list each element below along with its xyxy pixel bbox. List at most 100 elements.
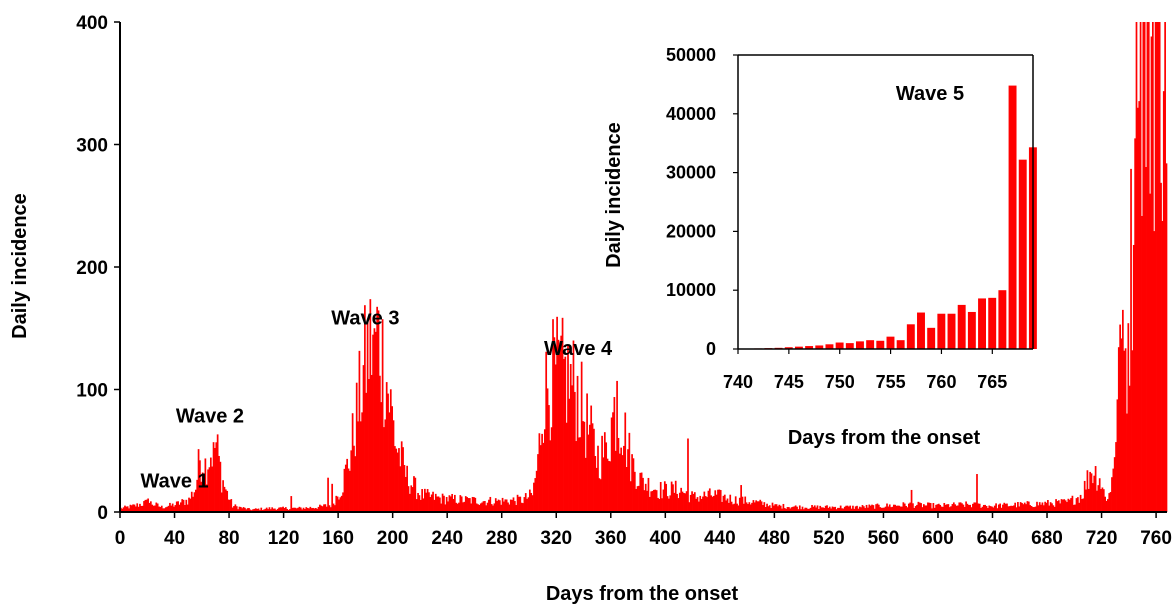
- incidence-bar: [1078, 502, 1081, 512]
- incidence-bar: [691, 491, 693, 512]
- incidence-bar: [576, 375, 579, 512]
- incidence-bar: [475, 503, 478, 512]
- x-tick-label: 360: [595, 528, 627, 549]
- incidence-bar: [205, 484, 208, 512]
- incidence-bar: [1156, 22, 1158, 512]
- incidence-bar: [792, 506, 794, 512]
- incidence-bar: [1071, 495, 1074, 512]
- incidence-bar: [411, 487, 414, 512]
- incidence-bar: [539, 445, 542, 512]
- incidence-bar: [1055, 499, 1057, 512]
- incidence-bar: [313, 508, 316, 512]
- incidence-bar: [361, 412, 364, 512]
- incidence-bar: [736, 503, 738, 512]
- incidence-bar: [498, 500, 501, 512]
- incidence-bar: [519, 496, 522, 512]
- incidence-bar: [546, 388, 549, 512]
- incidence-bar: [440, 503, 443, 512]
- incidence-bar: [229, 499, 231, 512]
- inset-x-tick-label: 755: [876, 372, 906, 392]
- incidence-bar: [702, 496, 704, 512]
- incidence-bar: [1149, 193, 1151, 512]
- x-tick-label: 240: [431, 528, 463, 549]
- incidence-bar: [346, 458, 349, 512]
- incidence-bar: [1006, 503, 1008, 512]
- incidence-bar: [294, 507, 297, 512]
- incidence-bar: [1029, 505, 1032, 512]
- incidence-bar: [257, 508, 260, 512]
- incidence-bar: [638, 485, 640, 512]
- incidence-bar: [524, 493, 527, 512]
- incidence-bar: [831, 506, 834, 512]
- incidence-bar: [511, 499, 513, 512]
- incidence-bar: [924, 505, 927, 512]
- incidence-bar: [944, 504, 947, 512]
- incidence-bar: [1137, 107, 1139, 512]
- incidence-bar: [132, 504, 134, 512]
- incidence-bar: [1131, 350, 1134, 512]
- incidence-bar: [293, 507, 295, 512]
- incidence-bar: [1089, 471, 1091, 512]
- inset-bar: [906, 324, 915, 349]
- incidence-bar: [849, 505, 852, 512]
- incidence-bar: [400, 441, 403, 512]
- inset-y-tick-label: 50000: [666, 45, 716, 65]
- incidence-bar: [159, 506, 162, 512]
- incidence-bar: [351, 413, 354, 512]
- incidence-bar: [436, 496, 438, 512]
- incidence-bar: [734, 496, 737, 512]
- incidence-bar: [358, 350, 361, 512]
- incidence-bar: [871, 504, 873, 512]
- inset-y-tick-label: 20000: [666, 221, 716, 241]
- incidence-bar: [392, 420, 395, 512]
- incidence-bar: [234, 504, 237, 512]
- incidence-bar: [804, 507, 807, 512]
- incidence-bar: [681, 491, 684, 512]
- incidence-bar: [1038, 502, 1041, 512]
- incidence-bar: [1057, 500, 1060, 512]
- incidence-bar: [178, 504, 181, 512]
- incidence-bar: [779, 505, 782, 512]
- incidence-bar: [800, 509, 802, 512]
- incidence-bar: [616, 380, 618, 512]
- incidence-bar: [770, 508, 772, 512]
- incidence-bar: [470, 503, 473, 512]
- incidence-bar: [808, 508, 811, 512]
- incidence-bar: [503, 501, 505, 512]
- incidence-bar: [789, 508, 792, 512]
- incidence-bar: [921, 507, 924, 512]
- inset-bar: [876, 340, 885, 349]
- incidence-bar: [768, 505, 771, 512]
- incidence-bar: [467, 498, 470, 512]
- incidence-bar: [124, 505, 126, 512]
- incidence-bar: [1161, 220, 1164, 513]
- x-tick-label: 320: [540, 528, 572, 549]
- incidence-bar: [425, 492, 428, 512]
- incidence-bar: [962, 504, 965, 512]
- inset-bar: [998, 290, 1007, 349]
- incidence-bar: [1003, 502, 1006, 512]
- incidence-bar: [1041, 502, 1044, 512]
- incidence-bar: [627, 449, 629, 512]
- incidence-bar: [248, 508, 250, 512]
- incidence-bar: [1152, 22, 1154, 512]
- x-tick-label: 40: [164, 528, 185, 549]
- y-tick-label: 200: [76, 258, 108, 279]
- y-tick-label: 0: [97, 503, 108, 524]
- incidence-bar: [888, 504, 891, 512]
- incidence-bar: [680, 487, 683, 512]
- incidence-bar: [269, 509, 272, 512]
- incidence-bar: [310, 508, 313, 512]
- x-tick-label: 640: [977, 528, 1009, 549]
- incidence-bar: [834, 506, 837, 512]
- x-tick-label: 80: [218, 528, 239, 549]
- incidence-bar: [906, 507, 909, 512]
- incidence-bar: [621, 455, 624, 512]
- incidence-bar: [856, 505, 858, 512]
- x-tick-label: 680: [1031, 528, 1063, 549]
- incidence-bar: [265, 507, 268, 512]
- incidence-bar: [418, 495, 421, 512]
- incidence-bar: [933, 507, 936, 512]
- incidence-bar: [122, 507, 125, 512]
- incidence-bar: [588, 424, 591, 512]
